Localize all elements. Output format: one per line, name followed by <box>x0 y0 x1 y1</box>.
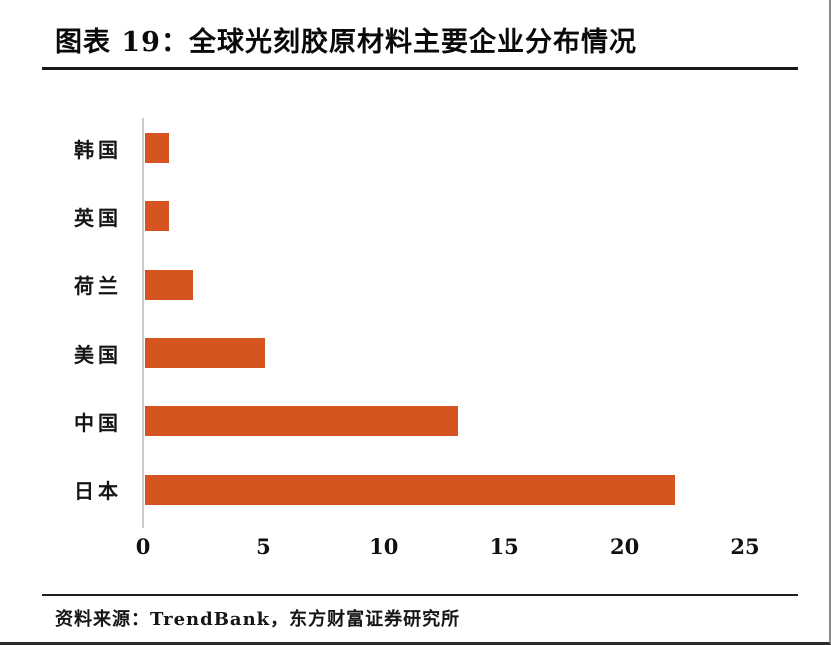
bar <box>145 133 170 164</box>
category-label: 美国 <box>74 342 122 367</box>
bar <box>145 338 266 369</box>
x-tick-label: 5 <box>256 534 271 559</box>
y-axis-line <box>142 118 144 528</box>
source-text: 资料来源：TrendBank，东方财富证券研究所 <box>55 609 461 630</box>
category-label: 韩国 <box>74 137 122 162</box>
bar-row: 日本 <box>0 456 780 524</box>
x-tick-label: 0 <box>135 534 151 559</box>
bar-row: 荷兰 <box>0 251 780 319</box>
x-tick-label: 15 <box>489 534 519 559</box>
bar <box>145 201 170 232</box>
bar-row: 韩国 <box>0 114 780 182</box>
source-rule <box>42 594 798 596</box>
figure-title: 图表 19：全球光刻胶原材料主要企业分布情况 <box>55 27 637 58</box>
bar-row: 美国 <box>0 319 780 387</box>
x-tick-label: 25 <box>730 534 760 559</box>
x-axis-ticks: 0 5 10 15 20 25 <box>0 534 829 564</box>
bar-row: 英国 <box>0 182 780 250</box>
category-label: 英国 <box>74 205 122 230</box>
bar-row: 中国 <box>0 387 780 455</box>
bar-rows: 韩国英国荷兰美国中国日本 <box>0 114 780 524</box>
bar <box>145 269 194 300</box>
category-label: 中国 <box>74 410 122 435</box>
x-tick-label: 10 <box>369 534 399 559</box>
x-tick-label: 20 <box>609 534 640 559</box>
category-label: 日本 <box>74 479 122 504</box>
bar <box>145 474 675 505</box>
title-rule <box>42 67 798 70</box>
bar <box>145 406 459 437</box>
category-label: 荷兰 <box>74 274 122 299</box>
